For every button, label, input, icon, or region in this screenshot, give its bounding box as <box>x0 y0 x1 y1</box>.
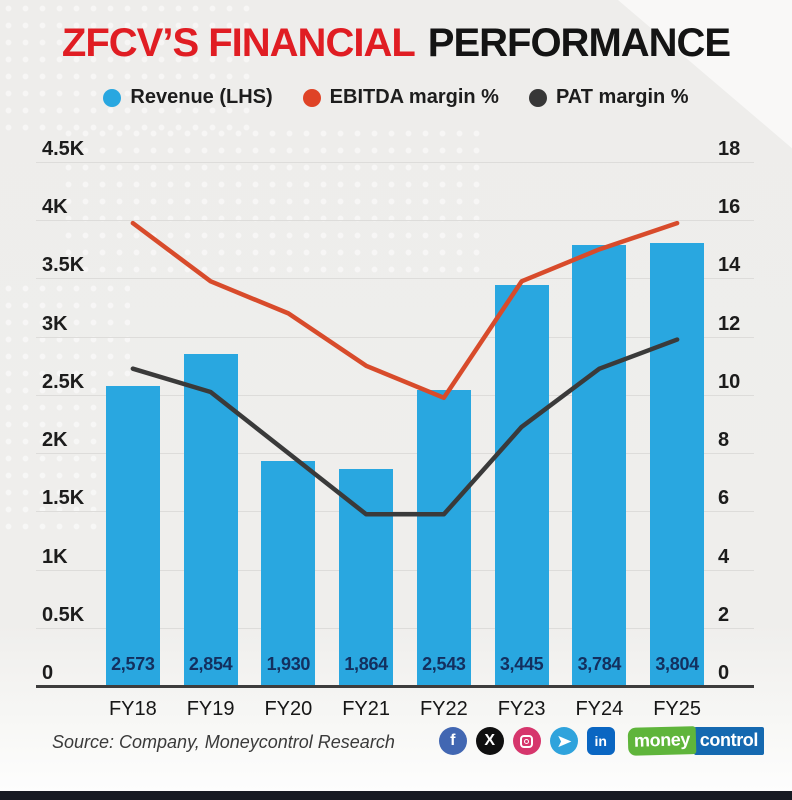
moneycontrol-logo-money: money <box>627 726 697 756</box>
gridline <box>36 394 754 396</box>
y-axis-tick-left: 0.5K <box>42 603 85 626</box>
legend-item-revenue: Revenue (LHS) <box>103 86 273 109</box>
ebitda-line <box>130 220 680 401</box>
y-axis-tick-right: 12 <box>718 312 741 335</box>
x-axis-label: FY19 <box>186 698 235 720</box>
y-axis-tick-left: 4K <box>42 196 68 219</box>
gridline <box>36 220 754 222</box>
title-highlight: ZFCV’S FINANCIAL <box>61 20 416 65</box>
x-icon[interactable]: X <box>475 727 504 755</box>
y-axis-tick-right: 6 <box>718 487 730 510</box>
gridline <box>36 278 754 280</box>
x-axis-label: FY25 <box>653 698 702 720</box>
revenue-bar: 3,445 <box>494 284 549 685</box>
x-axis-label: FY24 <box>575 698 624 720</box>
source-text: Source: Company, Moneycontrol Research <box>52 732 395 752</box>
gridline <box>36 453 754 455</box>
x-axis-label: FY23 <box>497 698 546 720</box>
page-title: ZFCV’S FINANCIAL PERFORMANCE <box>0 18 792 68</box>
revenue-bar: 3,804 <box>650 243 705 685</box>
revenue-bar: 2,543 <box>416 389 471 685</box>
x-axis-label: FY22 <box>419 698 468 720</box>
moneycontrol-logo[interactable]: money control <box>627 726 764 756</box>
telegram-plane-glyph <box>558 735 572 747</box>
revenue-bar: 1,864 <box>339 468 394 685</box>
x-axis-line <box>36 685 754 688</box>
telegram-icon[interactable] <box>549 727 578 755</box>
bar-value-label: 3,445 <box>499 653 544 674</box>
linkedin-glyph: in <box>594 733 607 749</box>
x-axis-label: FY18 <box>108 698 157 720</box>
legend-label: Revenue (LHS) <box>130 86 273 108</box>
y-axis-tick-left: 3K <box>42 312 68 335</box>
x-axis-label: FY21 <box>342 698 391 720</box>
legend-label: EBITDA margin % <box>329 86 499 108</box>
bar-value-label: 2,573 <box>111 653 155 674</box>
y-axis-tick-right: 8 <box>718 429 730 452</box>
facebook-glyph: f <box>450 732 456 749</box>
legend-label: PAT margin % <box>555 86 689 108</box>
bar-value-label: 3,784 <box>577 653 622 674</box>
instagram-glyph <box>520 734 534 748</box>
y-axis-tick-right: 16 <box>718 196 741 219</box>
bar-value-label: 1,864 <box>344 653 388 674</box>
legend-item-pat: PAT margin % <box>528 86 689 109</box>
x-glyph: X <box>484 732 496 749</box>
revenue-legend-dot-icon <box>103 88 122 107</box>
bar-value-label: 3,804 <box>655 653 699 674</box>
y-axis-tick-left: 1.5K <box>42 487 85 510</box>
y-axis-tick-left: 2.5K <box>42 370 85 393</box>
y-axis-tick-right: 18 <box>718 138 741 160</box>
linkedin-icon[interactable]: in <box>586 727 615 755</box>
x-axis-label: FY20 <box>264 698 313 720</box>
legend-item-ebitda: EBITDA margin % <box>302 86 499 109</box>
pat-line <box>130 337 680 517</box>
gridline <box>36 162 754 163</box>
y-axis-tick-left: 4.5K <box>42 138 85 160</box>
ebitda-legend-dot-icon <box>302 88 321 107</box>
y-axis-tick-left: 1K <box>42 545 68 568</box>
gridline <box>36 511 754 513</box>
social-icon-bar: f X in money control <box>438 726 764 756</box>
y-axis-tick-right: 4 <box>718 545 730 568</box>
y-axis-tick-right: 2 <box>718 603 730 626</box>
moneycontrol-logo-control: control <box>693 727 764 755</box>
y-axis-tick-left: 3.5K <box>42 254 85 277</box>
bar-value-label: 2,854 <box>188 653 233 674</box>
gridline <box>36 336 754 338</box>
chart-legend: Revenue (LHS) EBITDA margin % PAT margin… <box>0 86 792 109</box>
bar-value-label: 1,930 <box>266 653 311 674</box>
revenue-bar: 2,573 <box>105 386 160 685</box>
instagram-icon[interactable] <box>512 727 541 755</box>
bar-value-label: 2,543 <box>422 653 466 674</box>
gridline <box>36 627 754 629</box>
y-axis-tick-right: 10 <box>718 370 741 393</box>
y-axis-tick-right: 0 <box>718 662 730 684</box>
pat-legend-dot-icon <box>528 88 547 107</box>
y-axis-tick-right: 14 <box>718 254 741 277</box>
gridline <box>36 569 754 571</box>
y-axis-tick-left: 2K <box>42 429 68 452</box>
title-rest: PERFORMANCE <box>427 20 731 65</box>
revenue-bar: 1,930 <box>261 461 316 685</box>
facebook-icon[interactable]: f <box>438 727 467 755</box>
bottom-accent-bar <box>0 791 792 800</box>
y-axis-tick-left: 0 <box>42 662 54 684</box>
revenue-bar: 3,784 <box>572 245 627 685</box>
